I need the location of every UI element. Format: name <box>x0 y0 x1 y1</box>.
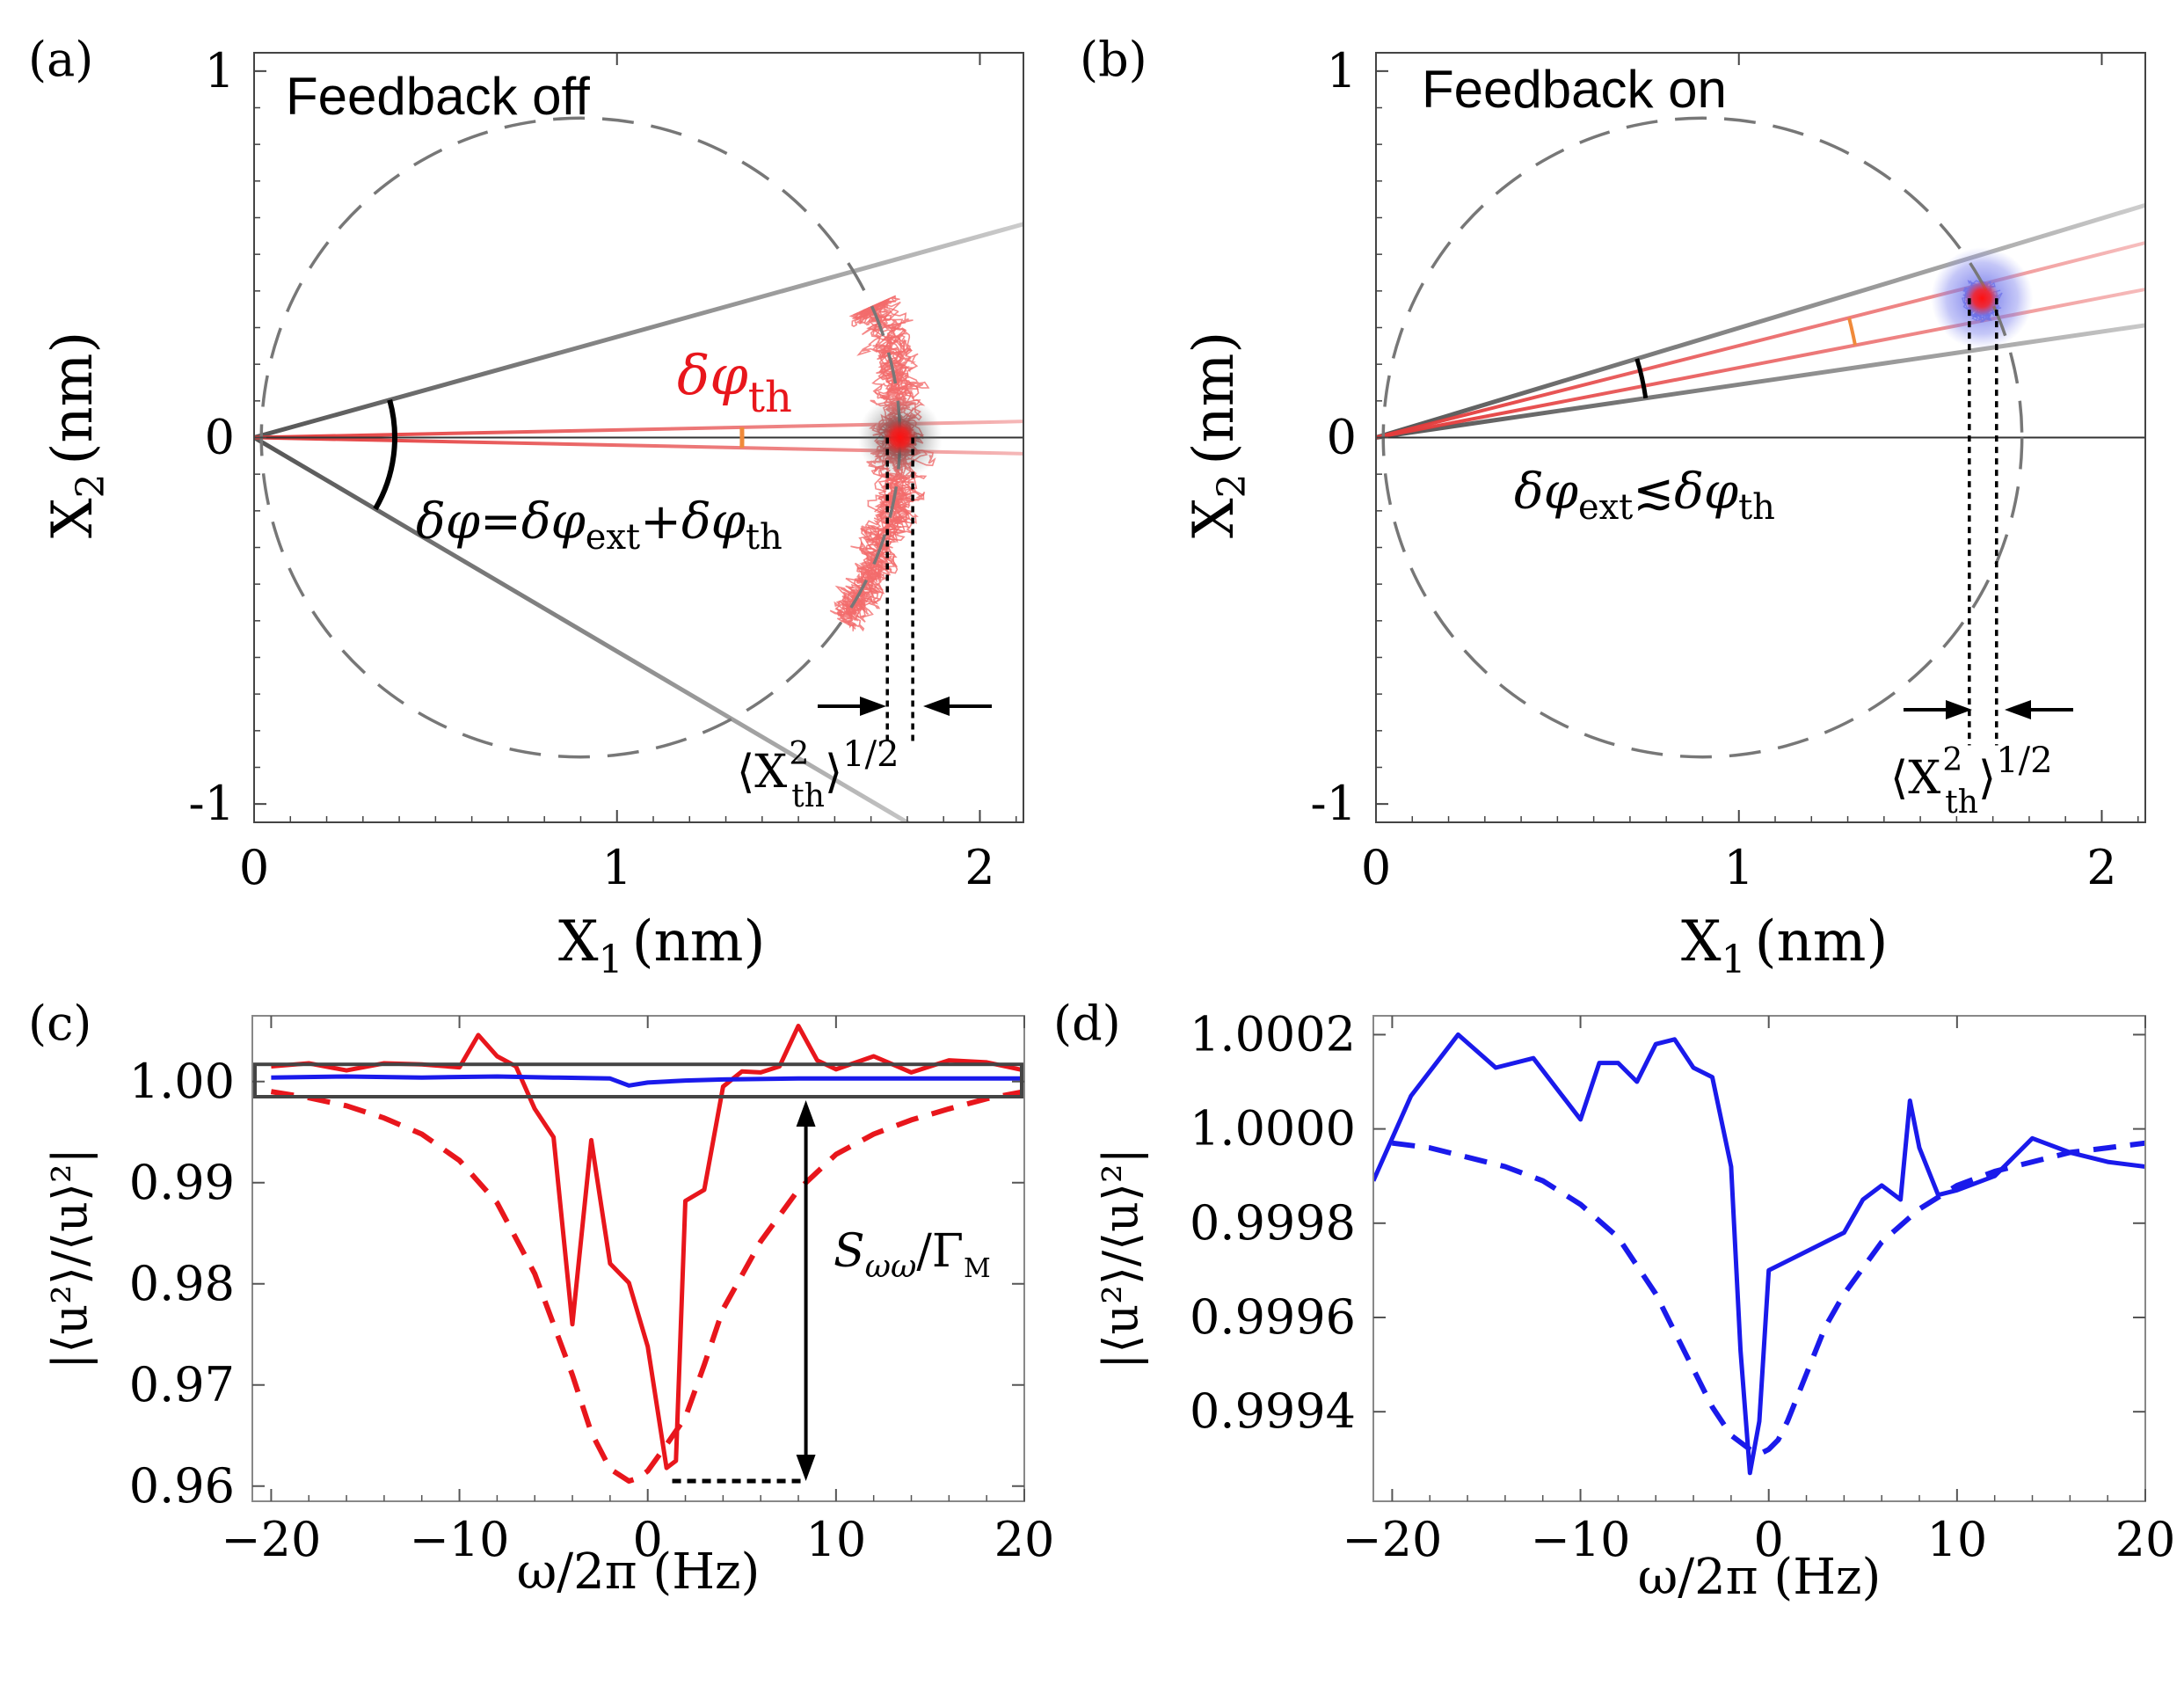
dphi-arc <box>1634 358 1649 399</box>
x-tick-label: 20 <box>2115 1512 2176 1567</box>
series-line-dashed <box>1392 1140 2145 1457</box>
s-ww-annotation: Sωω/ΓM <box>834 1225 991 1285</box>
x-tick-label: 10 <box>805 1512 866 1567</box>
x-tick-label: 1 <box>602 840 632 895</box>
x-axis-label: X1 (nm) <box>558 909 765 982</box>
width-arrows <box>1904 700 2073 719</box>
y-tick-label: 1.0002 <box>1190 1006 1356 1062</box>
dphi-th-arc <box>1847 317 1857 346</box>
panel-a-label: (a) <box>28 32 93 87</box>
y-axis-label: |⟨u²⟩/⟨u⟩²| <box>1093 1148 1148 1369</box>
series-line-solid <box>271 1074 1024 1088</box>
axis-ticks: 0 1 2-101 <box>1310 43 2139 895</box>
rms-label: ⟨X2 th⟩1/2 <box>1890 741 2053 821</box>
y-tick-label: 0 <box>1327 410 1357 465</box>
dphi-th-label: δφth <box>677 343 792 422</box>
panel-a-title: Feedback off <box>286 67 590 126</box>
axis-ticks: 0 1 2-101 <box>188 43 1017 895</box>
y-tick-label: 0.9994 <box>1190 1383 1356 1439</box>
x-tick-label: −20 <box>1342 1512 1442 1567</box>
mean-point <box>1964 281 2000 317</box>
fan-line-outer <box>254 222 1023 440</box>
series-layer <box>270 1024 1024 1484</box>
x-tick-label: −10 <box>1531 1512 1631 1567</box>
x-axis-label: ω/2π (Hz) <box>1638 1549 1882 1606</box>
series-line-solid <box>1373 1032 2145 1476</box>
y-tick-label: 0 <box>205 410 235 465</box>
y-axis-label: |⟨u²⟩/⟨u⟩²| <box>42 1148 98 1369</box>
series-line-dashed <box>270 1089 1024 1484</box>
series-line-solid <box>271 1024 1024 1470</box>
panel-b-label: (b) <box>1080 32 1147 87</box>
y-tick-label: 1 <box>1327 43 1357 99</box>
width-arrows <box>818 697 992 716</box>
plot-overlay <box>254 116 1023 759</box>
x-axis-label: X1 (nm) <box>1681 909 1888 982</box>
x-tick-label: 10 <box>1926 1512 1987 1567</box>
x-tick-label: 0 <box>1754 1512 1784 1567</box>
dphi-arc <box>373 398 397 511</box>
axis-ticks: −20 −10 0 10 20 0.96 0.97 0.98 0.99 1.00 <box>129 1016 1055 1567</box>
panel-b: (b) 0 1 2-101 Feedback on δφext≲δφth ⟨X2 th… <box>1080 32 2146 982</box>
panel-a: (a) 0 1 2-101 Feedback off δφth δφ=δφext+δ… <box>28 32 1024 982</box>
arrow-head <box>796 1100 816 1127</box>
y-tick-label: 1 <box>205 43 235 99</box>
x-tick-label: 1 <box>1724 840 1754 895</box>
y-tick-label: 0.9996 <box>1190 1289 1356 1345</box>
panel-c-label: (c) <box>28 996 91 1051</box>
axis-ticks: −20 −10 0 10 20 0.9994 0.9996 0.9998 1.0000 1.000… <box>1190 1006 2175 1567</box>
arrow-head <box>796 1455 816 1481</box>
y-tick-label: 1.0000 <box>1190 1101 1356 1157</box>
panel-d-label: (d) <box>1053 996 1121 1051</box>
plot-frame <box>1372 1015 2146 1502</box>
x-tick-label: 0 <box>239 840 269 895</box>
fan-line-thermal <box>254 435 1023 456</box>
x-tick-label: −10 <box>410 1512 510 1567</box>
panel-c: (c) −20 −10 0 10 20 0.96 0.97 0.98 0.99 1.00 Sωω/… <box>28 996 1054 1601</box>
fan-line-outer <box>1376 202 2145 440</box>
dphi-inequality: δφext≲δφth <box>1514 463 1775 528</box>
y-tick-label: 0.9998 <box>1190 1195 1356 1251</box>
plot-frame <box>251 1015 1025 1502</box>
dphi-equation: δφ=δφext+δφth <box>416 493 783 558</box>
series-layer <box>1373 1032 2145 1476</box>
x-tick-label: 2 <box>2086 840 2116 895</box>
y-tick-label: -1 <box>1310 776 1357 831</box>
x-tick-label: 0 <box>633 1512 663 1567</box>
fan-line-outer <box>254 435 912 822</box>
fan-line-thermal <box>254 420 1023 440</box>
y-axis-label: X2(nm) <box>40 332 113 538</box>
y-axis-label: X2(nm) <box>1182 332 1255 538</box>
annotation-layer <box>253 1062 1023 1484</box>
inset-box <box>253 1062 1023 1098</box>
y-tick-label: 0.99 <box>129 1155 235 1210</box>
plot-overlay <box>1376 116 2145 759</box>
x-tick-label: 0 <box>1361 840 1391 895</box>
x-axis-label: ω/2π (Hz) <box>517 1543 761 1601</box>
panel-b-title: Feedback on <box>1422 60 1727 119</box>
y-tick-label: -1 <box>188 776 235 831</box>
x-tick-label: 2 <box>965 840 994 895</box>
mean-point <box>882 420 918 456</box>
y-tick-label: 0.98 <box>129 1256 235 1311</box>
fan-lines <box>1376 202 2145 440</box>
fan-lines <box>254 222 1023 822</box>
y-tick-label: 0.97 <box>129 1357 235 1412</box>
fan-line-outer <box>1376 323 2145 440</box>
fan-line-thermal <box>1376 241 2145 440</box>
fan-line-thermal <box>1376 287 2145 440</box>
x-tick-label: −20 <box>221 1512 321 1567</box>
y-tick-label: 1.00 <box>129 1054 235 1109</box>
x-tick-label: 20 <box>994 1512 1055 1567</box>
y-tick-label: 0.96 <box>129 1458 235 1514</box>
panel-d: (d) −20 −10 0 10 20 0.9994 0.9996 0.9998 1.0000 1… <box>1053 996 2175 1606</box>
rms-label: ⟨X2 th⟩1/2 <box>737 734 899 814</box>
